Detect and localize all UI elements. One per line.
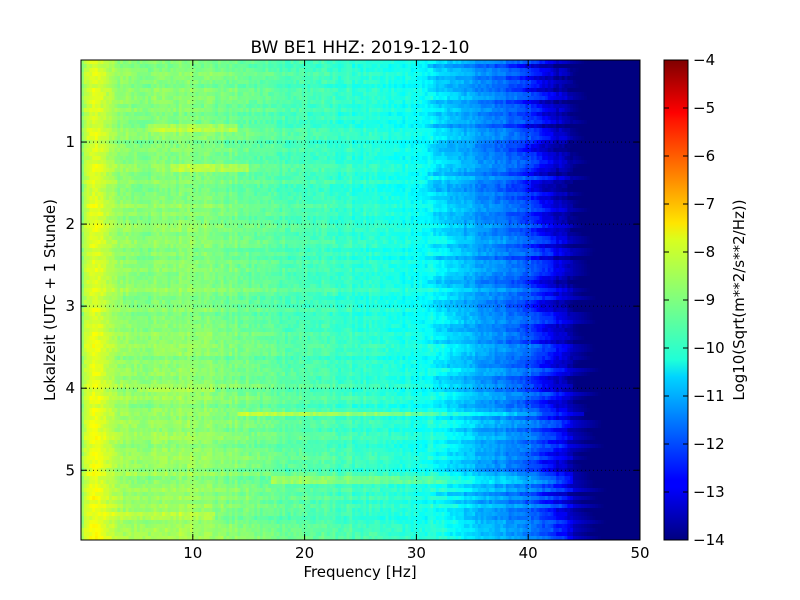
spectrogram-heatmap <box>81 60 641 541</box>
chart-title: BW BE1 HHZ: 2019-12-10 <box>250 38 469 58</box>
spectrogram-figure: BW BE1 HHZ: 2019-12-10 10 20 30 40 50 12345 … <box>0 0 800 600</box>
